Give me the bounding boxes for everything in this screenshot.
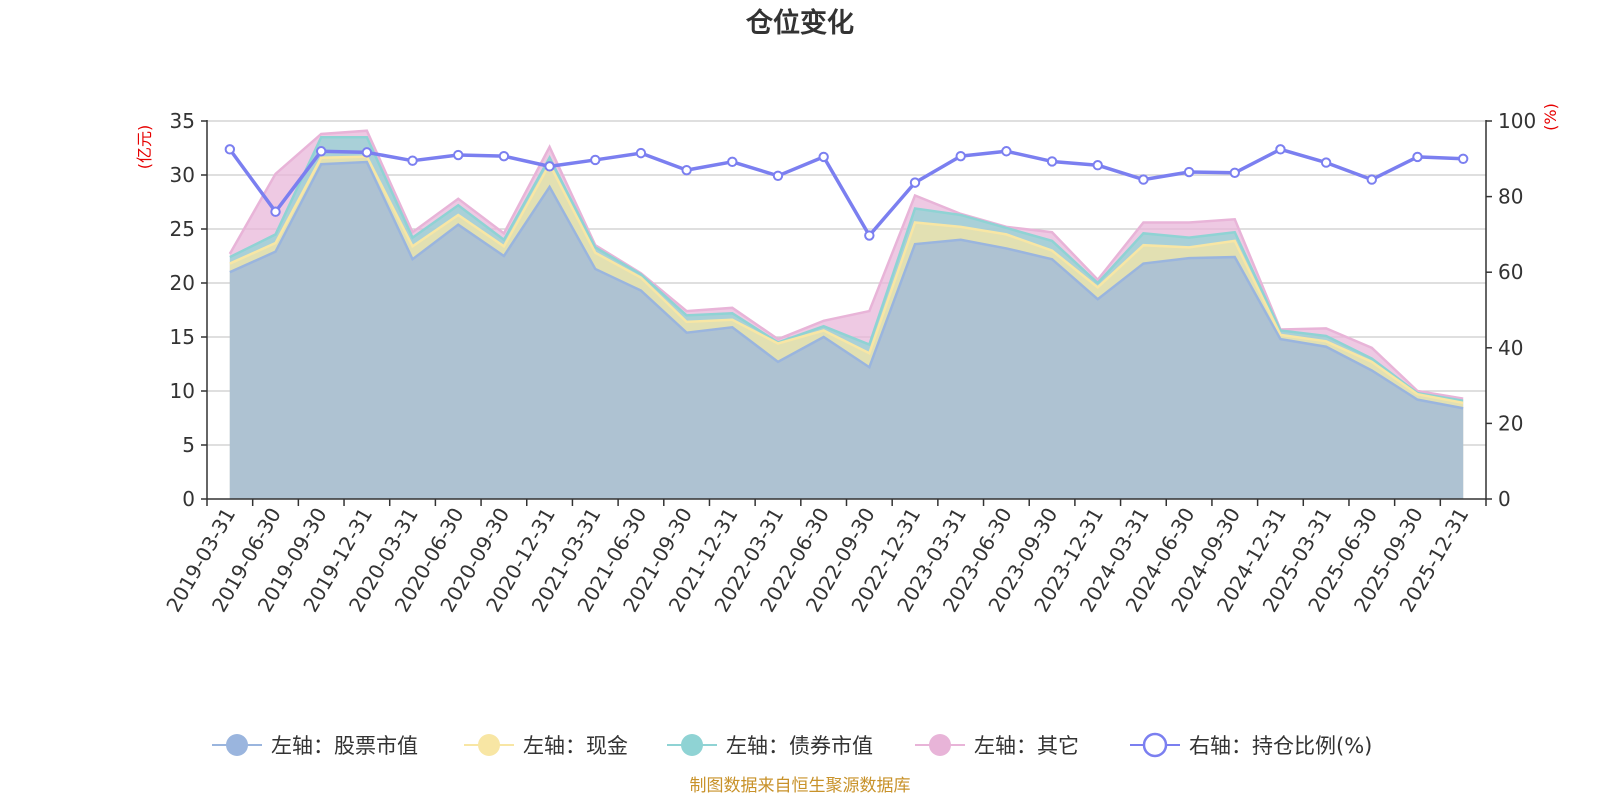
legend-item: 左轴：现金 bbox=[464, 734, 628, 758]
legend-label: 左轴：债券市值 bbox=[726, 734, 873, 758]
ratio-point bbox=[1138, 174, 1149, 185]
left-tick-label: 35 bbox=[170, 109, 195, 133]
ratio-point bbox=[1275, 144, 1286, 155]
left-tick-label: 15 bbox=[170, 325, 195, 349]
ratio-point bbox=[1183, 166, 1195, 178]
ratio-point bbox=[361, 147, 373, 158]
ratio-point bbox=[1320, 157, 1332, 168]
ratio-point bbox=[955, 150, 966, 162]
area-edge-0 bbox=[229, 160, 1464, 410]
ratio-point bbox=[1229, 167, 1240, 178]
area-edge-2 bbox=[229, 135, 1464, 402]
legend-label: 左轴：现金 bbox=[523, 734, 628, 758]
ratio-point bbox=[590, 154, 601, 166]
area-0 bbox=[229, 162, 1464, 500]
left-tick-label: 0 bbox=[182, 487, 195, 511]
ratio-point bbox=[498, 150, 510, 162]
legend-item: 右轴：持仓比例(%) bbox=[1130, 732, 1372, 758]
ratio-line bbox=[224, 144, 1469, 241]
stacked-areas bbox=[228, 129, 1464, 500]
ratio-point bbox=[224, 144, 236, 155]
ratio-point bbox=[315, 146, 327, 157]
ratio-point bbox=[1046, 156, 1058, 167]
ratio-point bbox=[270, 206, 281, 217]
right-tick-label: 40 bbox=[1498, 336, 1523, 360]
left-axis-ticks: 0 5 10 15 20 25 30 35 bbox=[170, 109, 207, 511]
legend-item: 左轴：债券市值 bbox=[667, 734, 873, 758]
area-edge-3 bbox=[228, 129, 1464, 400]
right-tick-label: 80 bbox=[1498, 185, 1523, 209]
right-axis-ticks: 0 20 40 60 80 100 bbox=[1486, 109, 1536, 511]
chart-title: 仓位变化 bbox=[745, 7, 854, 39]
ratio-point bbox=[1001, 146, 1012, 157]
axes bbox=[206, 120, 1487, 506]
ratio-point bbox=[407, 155, 418, 166]
right-tick-label: 20 bbox=[1498, 411, 1523, 435]
right-tick-label: 60 bbox=[1498, 260, 1523, 284]
left-tick-label: 30 bbox=[170, 163, 195, 187]
data-source: 制图数据来自恒生聚源数据库 bbox=[690, 776, 911, 796]
x-axis-ticks: 2019-03-312019-06-302019-09-302019-12-31… bbox=[161, 503, 1473, 616]
ratio-line-path bbox=[228, 147, 1464, 238]
left-tick-label: 10 bbox=[170, 379, 195, 403]
left-tick-label: 5 bbox=[182, 433, 195, 457]
legend-item: 左轴：股票市值 bbox=[212, 734, 418, 758]
area-edge-1 bbox=[229, 155, 1464, 405]
ratio-point bbox=[635, 147, 647, 159]
legend-label: 左轴：股票市值 bbox=[271, 734, 418, 758]
legend-marker bbox=[478, 734, 500, 756]
legend-marker bbox=[226, 734, 248, 756]
ratio-point bbox=[909, 177, 921, 188]
left-tick-label: 20 bbox=[170, 271, 195, 295]
legend-marker bbox=[929, 734, 951, 756]
legend-marker bbox=[681, 734, 703, 756]
legend-label: 右轴：持仓比例(%) bbox=[1189, 734, 1372, 758]
ratio-point bbox=[1366, 174, 1378, 185]
ratio-point bbox=[1092, 160, 1103, 171]
ratio-point bbox=[727, 156, 738, 168]
ratio-point bbox=[864, 230, 875, 241]
right-tick-label: 100 bbox=[1498, 109, 1536, 133]
ratio-point bbox=[1457, 153, 1469, 165]
legend-label: 左轴：其它 bbox=[974, 734, 1079, 758]
ratio-point bbox=[681, 164, 692, 176]
legend: 左轴：股票市值 左轴：现金 左轴：债券市值 左轴：其它 右轴：持仓比例(%) bbox=[212, 732, 1372, 758]
ratio-point bbox=[818, 151, 829, 163]
legend-marker bbox=[1142, 732, 1168, 758]
ratio-point bbox=[1412, 151, 1423, 163]
left-axis-unit: (亿元) bbox=[135, 125, 154, 170]
ratio-point bbox=[544, 161, 555, 172]
ratio-point bbox=[453, 149, 464, 161]
left-tick-label: 25 bbox=[170, 217, 195, 241]
legend-item: 左轴：其它 bbox=[915, 734, 1079, 758]
right-tick-label: 0 bbox=[1498, 487, 1511, 511]
ratio-point bbox=[772, 170, 784, 182]
right-axis-unit: (%) bbox=[1541, 103, 1560, 131]
